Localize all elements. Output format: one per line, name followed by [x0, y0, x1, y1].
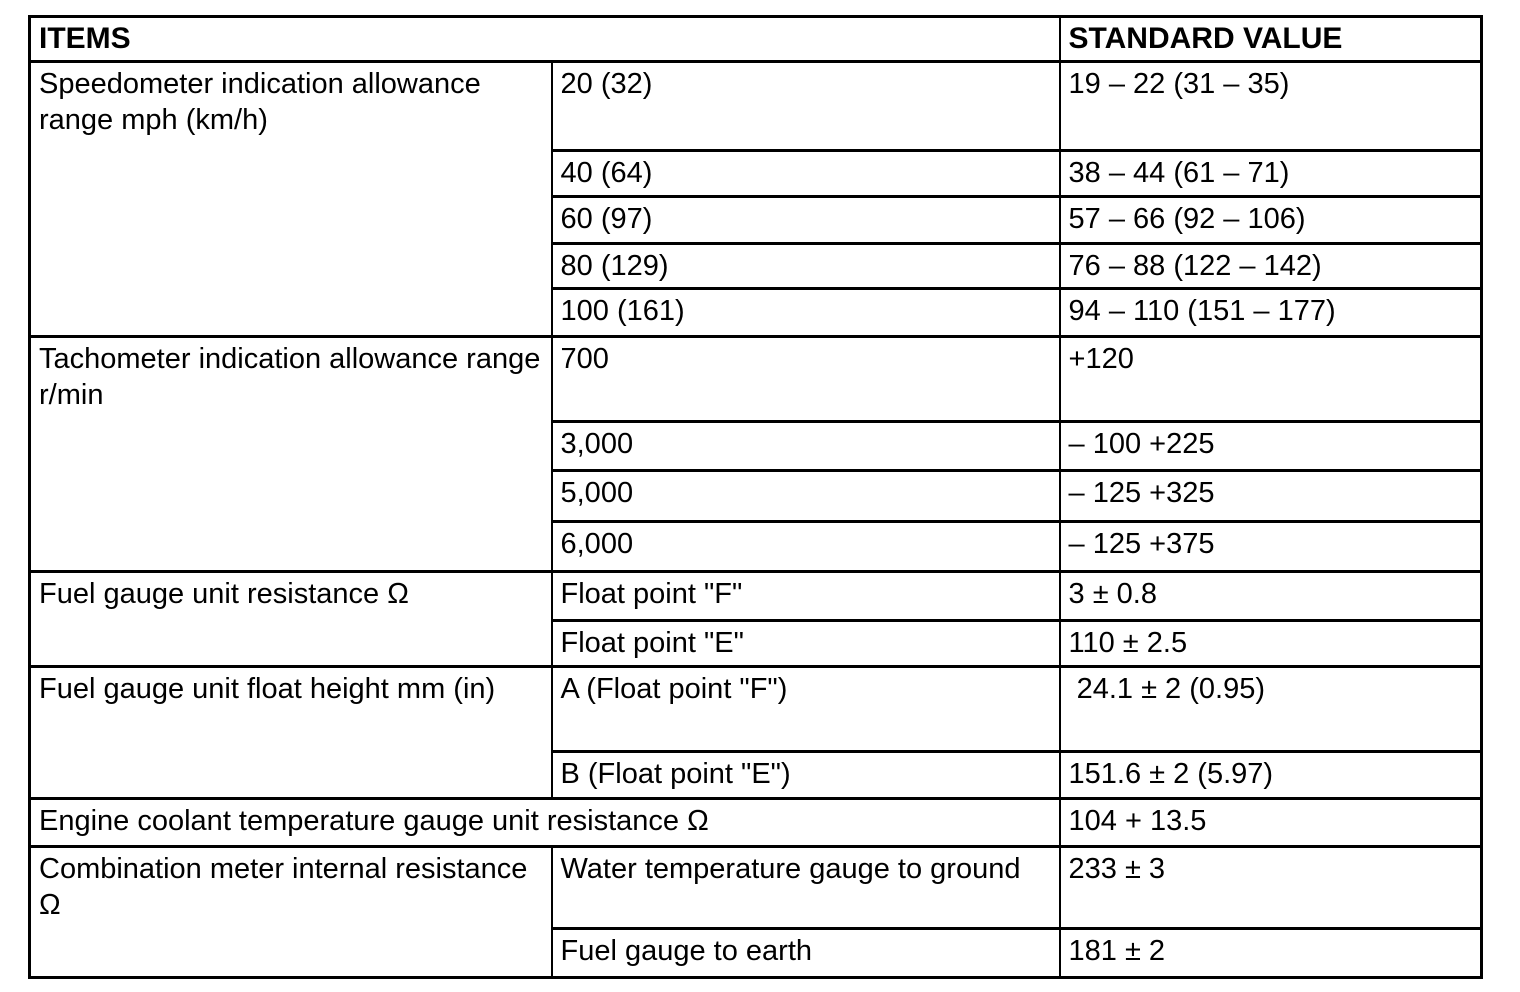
value-cell: 57 – 66 (92 – 106)	[1058, 195, 1483, 245]
table-row: 80 (129) 76 – 88 (122 – 142)	[30, 242, 1483, 290]
condition-cell: Water temperature gauge to ground	[550, 845, 1061, 930]
item-cell-speedometer: Speedometer indication allowance range m…	[28, 60, 553, 338]
column-header-items: ITEMS	[28, 15, 1061, 63]
item-cell-engine-coolant: Engine coolant temperature gauge unit re…	[28, 797, 1061, 848]
table-row: 5,000 – 125 +325	[30, 469, 1483, 523]
value-cell: 76 – 88 (122 – 142)	[1058, 242, 1483, 290]
value-cell: – 125 +375	[1058, 520, 1483, 573]
column-header-standard-value: STANDARD VALUE	[1058, 15, 1483, 63]
table-row: 100 (161) 94 – 110 (151 – 177)	[30, 287, 1483, 338]
condition-cell: 100 (161)	[550, 287, 1061, 338]
table-row: Fuel gauge to earth 181 ± 2	[30, 927, 1483, 979]
table-header-row: ITEMS STANDARD VALUE	[28, 15, 1483, 63]
value-cell: 3 ± 0.8	[1058, 570, 1483, 622]
item-cell-fuel-gauge-resistance: Fuel gauge unit resistance Ω	[28, 570, 553, 668]
condition-cell: 700	[550, 335, 1061, 423]
value-cell: – 100 +225	[1058, 420, 1483, 472]
condition-cell: Fuel gauge to earth	[550, 927, 1061, 979]
value-cell: 94 – 110 (151 – 177)	[1058, 287, 1483, 338]
table-row: Tachometer indication allowance range r/…	[28, 335, 1483, 573]
condition-cell: Float point "E"	[550, 619, 1061, 668]
value-cell: 151.6 ± 2 (5.97)	[1058, 750, 1483, 800]
condition-cell: 80 (129)	[550, 242, 1061, 290]
value-cell: 104 + 13.5	[1058, 797, 1483, 848]
table-row: Fuel gauge unit float height mm (in) A (…	[28, 665, 1483, 800]
condition-cell: 40 (64)	[550, 149, 1061, 198]
value-cell: – 125 +325	[1058, 469, 1483, 523]
value-cell: 38 – 44 (61 – 71)	[1058, 149, 1483, 198]
condition-cell: B (Float point "E")	[550, 750, 1061, 800]
condition-cell: A (Float point "F")	[550, 665, 1061, 753]
spec-table: ITEMS STANDARD VALUE Speedometer indicat…	[28, 15, 1484, 979]
condition-cell: 6,000	[550, 520, 1061, 573]
table-row: 40 (64) 38 – 44 (61 – 71)	[30, 149, 1483, 198]
table-row: Fuel gauge unit resistance Ω Float point…	[28, 570, 1483, 668]
table-row: B (Float point "E") 151.6 ± 2 (5.97)	[30, 750, 1483, 800]
condition-cell: 60 (97)	[550, 195, 1061, 245]
value-cell: 181 ± 2	[1058, 927, 1483, 979]
value-cell: 233 ± 3	[1058, 845, 1483, 930]
table-row: 3,000 – 100 +225	[30, 420, 1483, 472]
item-cell-fuel-gauge-float-height: Fuel gauge unit float height mm (in)	[28, 665, 553, 800]
value-cell: 110 ± 2.5	[1058, 619, 1483, 668]
condition-cell: Float point "F"	[550, 570, 1061, 622]
table-row: Float point "E" 110 ± 2.5	[30, 619, 1483, 668]
table-row: 6,000 – 125 +375	[30, 520, 1483, 573]
condition-cell: 20 (32)	[550, 60, 1061, 152]
item-cell-combination-meter: Combination meter internal resistance Ω	[28, 845, 553, 979]
value-cell: 24.1 ± 2 (0.95)	[1058, 665, 1483, 753]
table-row: Engine coolant temperature gauge unit re…	[28, 797, 1483, 848]
value-cell: +120	[1058, 335, 1483, 423]
table-row: 60 (97) 57 – 66 (92 – 106)	[30, 195, 1483, 245]
condition-cell: 5,000	[550, 469, 1061, 523]
table-row: Speedometer indication allowance range m…	[28, 60, 1483, 338]
condition-cell: 3,000	[550, 420, 1061, 472]
item-cell-tachometer: Tachometer indication allowance range r/…	[28, 335, 553, 573]
table-row: Combination meter internal resistance Ω …	[28, 845, 1483, 979]
value-cell: 19 – 22 (31 – 35)	[1058, 60, 1483, 152]
